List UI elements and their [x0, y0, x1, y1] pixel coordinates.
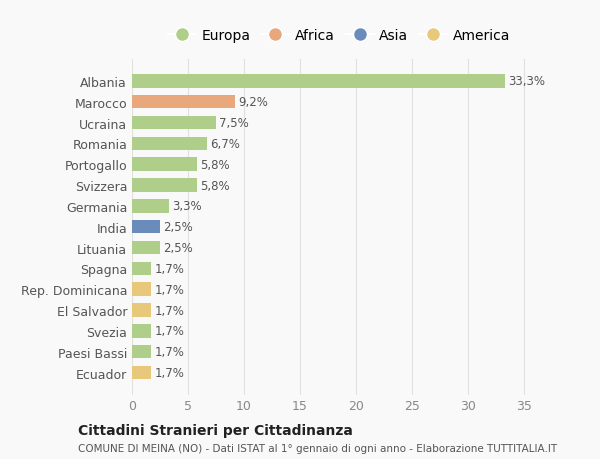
Bar — [132, 366, 151, 380]
Bar — [132, 345, 151, 359]
Bar — [132, 75, 505, 89]
Bar — [132, 241, 160, 255]
Text: 7,5%: 7,5% — [219, 117, 249, 130]
Bar — [132, 220, 160, 234]
Text: 5,8%: 5,8% — [200, 179, 230, 192]
Text: 5,8%: 5,8% — [200, 158, 230, 171]
Text: Cittadini Stranieri per Cittadinanza: Cittadini Stranieri per Cittadinanza — [78, 423, 353, 437]
Bar — [132, 200, 169, 213]
Bar — [132, 262, 151, 275]
Bar — [132, 283, 151, 297]
Text: 1,7%: 1,7% — [154, 304, 184, 317]
Text: 2,5%: 2,5% — [163, 221, 193, 234]
Bar — [132, 303, 151, 317]
Text: COMUNE DI MEINA (NO) - Dati ISTAT al 1° gennaio di ogni anno - Elaborazione TUTT: COMUNE DI MEINA (NO) - Dati ISTAT al 1° … — [78, 443, 557, 453]
Bar — [132, 137, 207, 151]
Text: 3,3%: 3,3% — [172, 200, 202, 213]
Text: 33,3%: 33,3% — [508, 75, 545, 88]
Text: 1,7%: 1,7% — [154, 366, 184, 379]
Bar — [132, 325, 151, 338]
Text: 1,7%: 1,7% — [154, 325, 184, 338]
Text: 1,7%: 1,7% — [154, 262, 184, 275]
Text: 2,5%: 2,5% — [163, 241, 193, 254]
Text: 1,7%: 1,7% — [154, 346, 184, 358]
Text: 6,7%: 6,7% — [211, 138, 240, 151]
Bar — [132, 95, 235, 109]
Text: 9,2%: 9,2% — [238, 96, 268, 109]
Bar — [132, 158, 197, 172]
Legend: Europa, Africa, Asia, America: Europa, Africa, Asia, America — [163, 23, 515, 48]
Bar — [132, 117, 216, 130]
Text: 1,7%: 1,7% — [154, 283, 184, 296]
Bar — [132, 179, 197, 192]
